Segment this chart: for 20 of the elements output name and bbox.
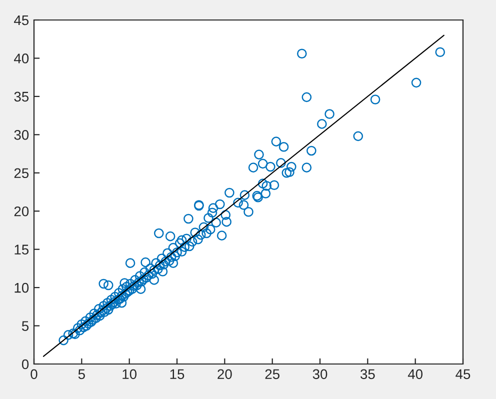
- y-tick-label: 40: [14, 54, 29, 64]
- x-tick-label: 25: [265, 369, 280, 380]
- y-tick-label: 5: [22, 321, 29, 331]
- y-tick-label: 15: [14, 244, 29, 255]
- y-tick-label: 0: [22, 359, 29, 370]
- x-tick-label: 0: [30, 369, 38, 380]
- y-tick-label: 20: [14, 206, 29, 216]
- x-tick-label: 20: [218, 369, 232, 380]
- y-tick-label: 10: [14, 282, 29, 293]
- y-tick-label: 45: [14, 15, 29, 26]
- y-tick-label: 25: [14, 168, 29, 178]
- x-tick-label: 40: [408, 369, 423, 380]
- y-tick-label: 30: [14, 130, 29, 140]
- x-tick-label: 10: [122, 369, 137, 380]
- x-tick-label: 30: [312, 369, 328, 380]
- x-tick-label: 35: [360, 369, 375, 380]
- x-tick-label: 45: [456, 369, 470, 380]
- x-tick-label: 5: [78, 369, 85, 380]
- y-tick-label: 35: [14, 92, 29, 102]
- x-tick-label: 15: [170, 369, 184, 380]
